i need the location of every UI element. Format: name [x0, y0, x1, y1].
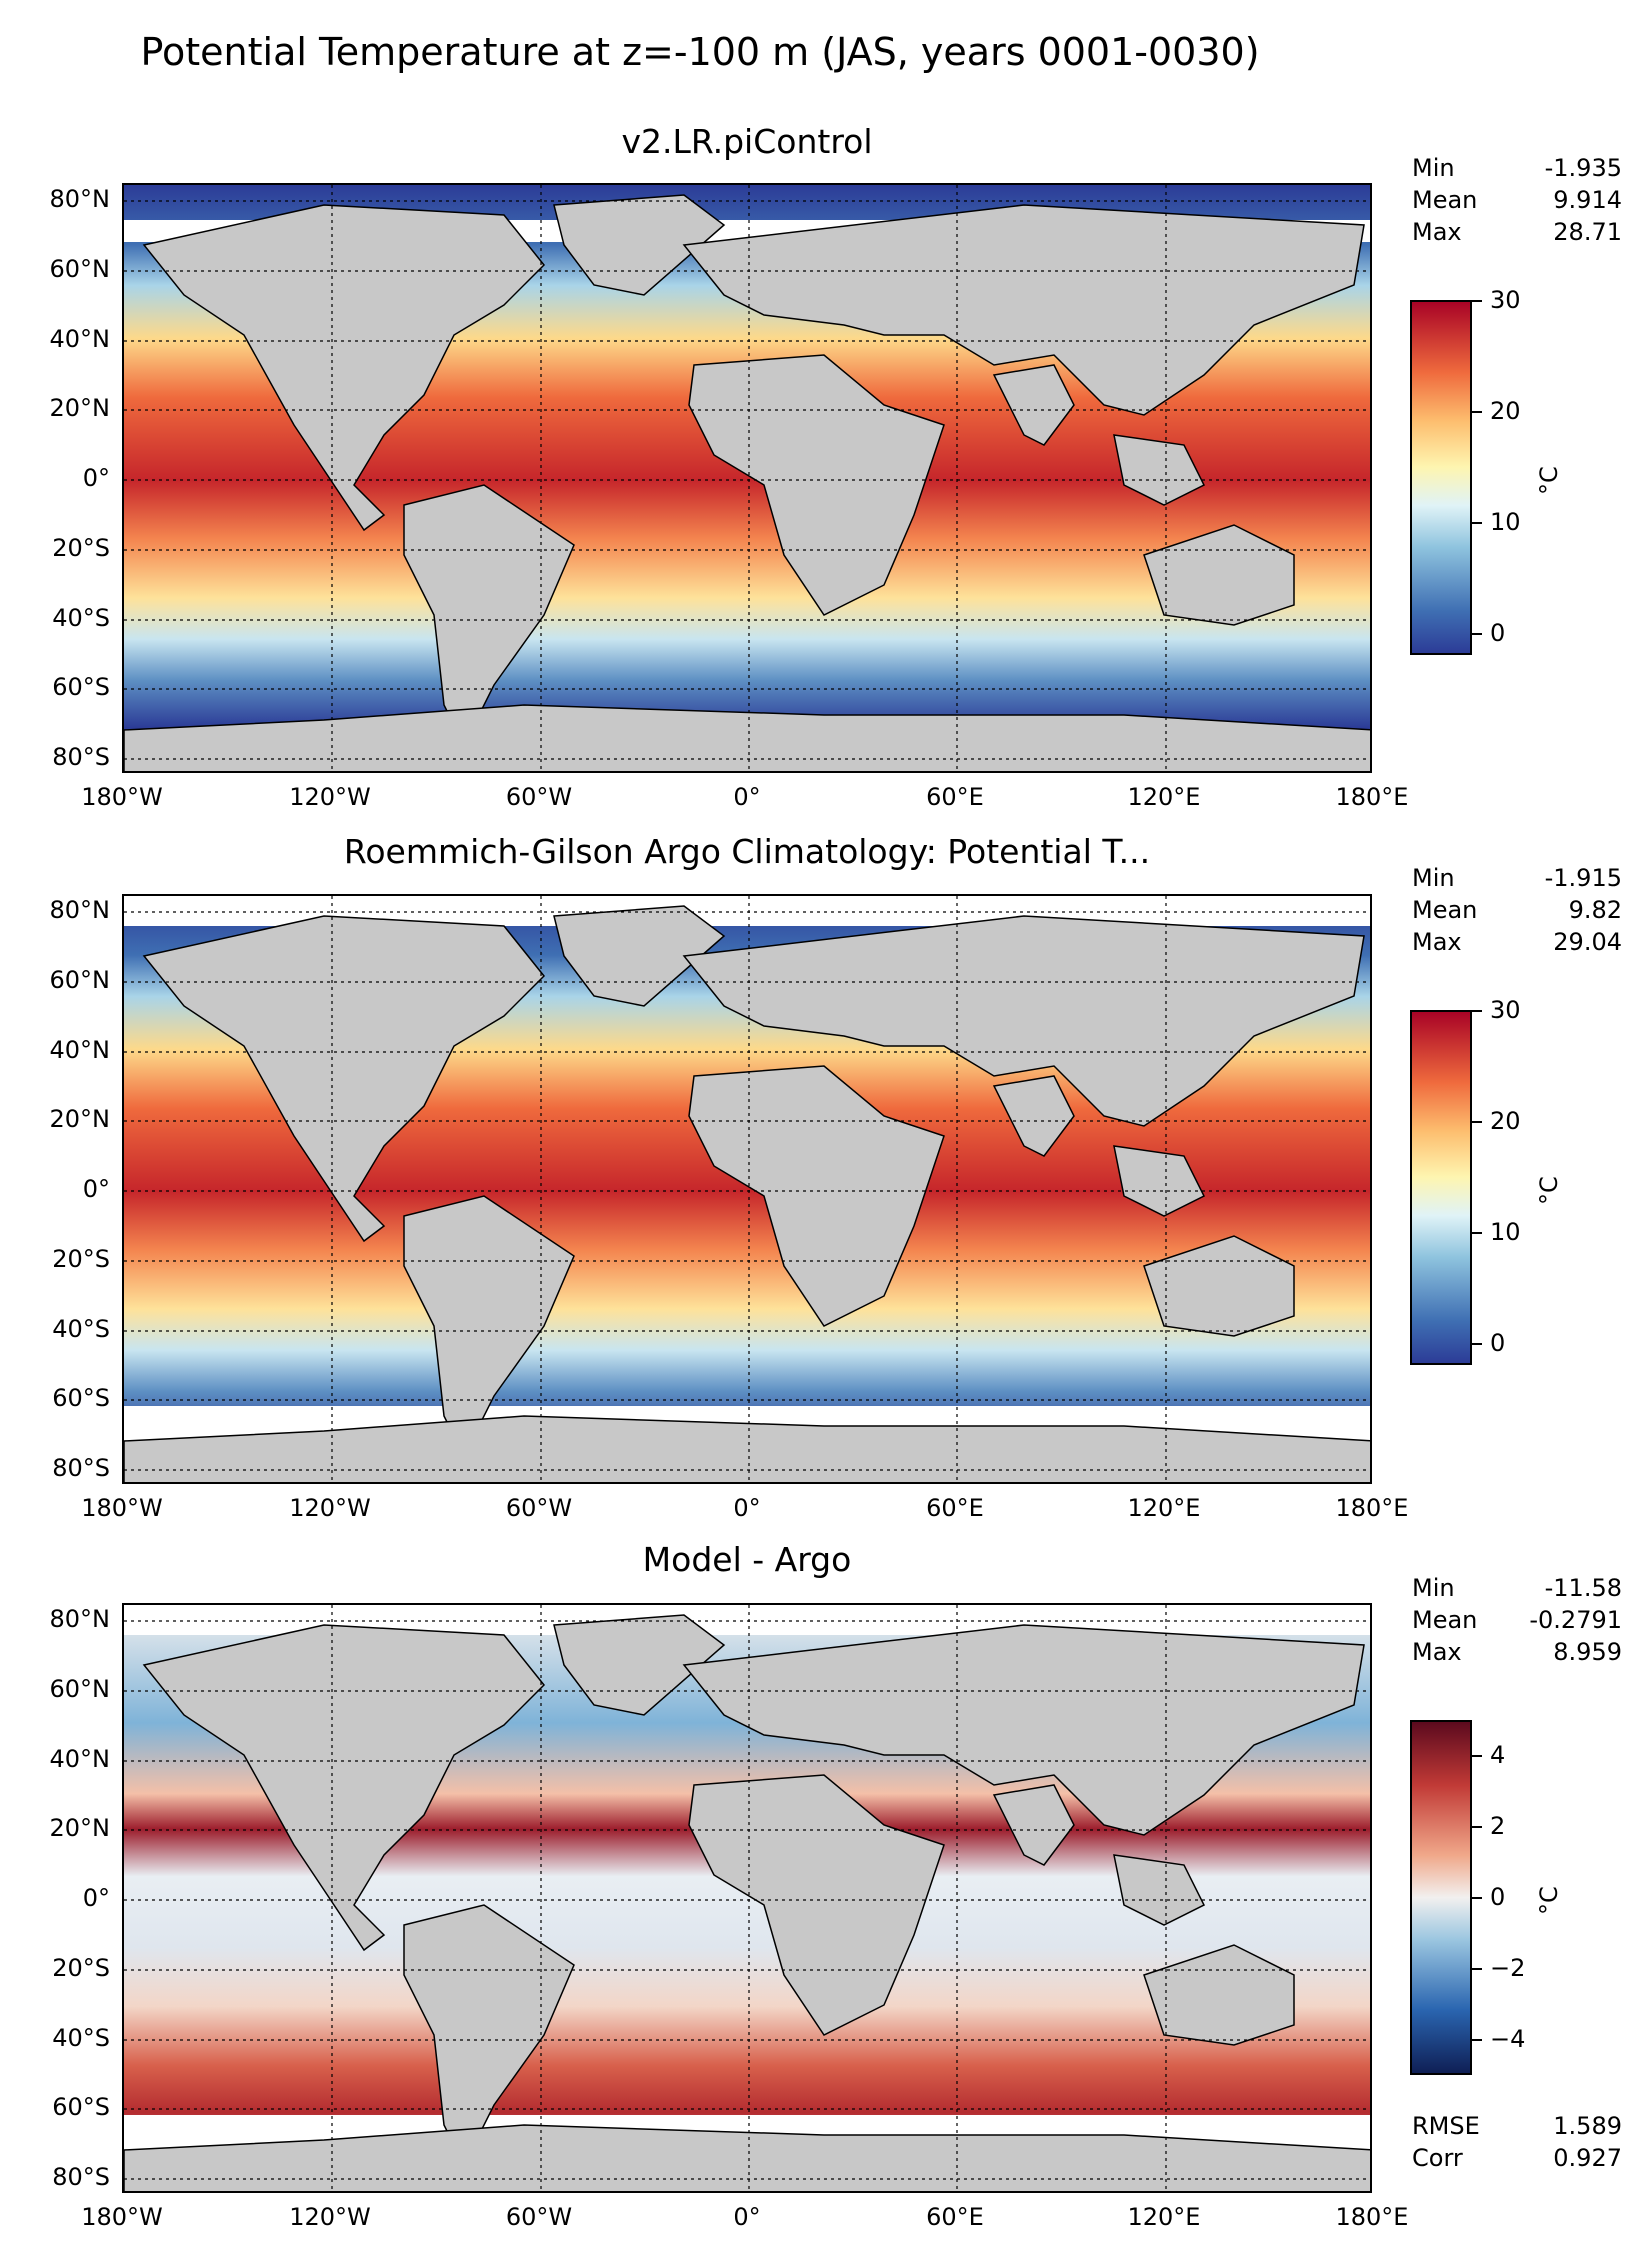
colorbar-model: [1410, 300, 1472, 655]
longitude-label: 60°E: [926, 2203, 984, 2231]
colorbar-tick: 20: [1490, 397, 1521, 425]
longitude-label: 180°E: [1335, 783, 1409, 811]
latitude-label: 40°N: [49, 1745, 111, 1773]
latitude-label: 0°: [82, 1884, 110, 1912]
colorbar-tick: 10: [1490, 1218, 1521, 1246]
latitude-label: 20°S: [52, 1954, 110, 1982]
longitude-label: 60°W: [505, 1494, 573, 1522]
colorbar-tick: 0: [1490, 1329, 1506, 1357]
longitude-label: 180°W: [81, 783, 163, 811]
latitude-label: 20°N: [49, 1105, 111, 1133]
colorbar-tick: 30: [1490, 286, 1521, 314]
longitude-label: 120°W: [289, 783, 371, 811]
colorbar-unit: °C: [1535, 466, 1563, 495]
latitude-label: 80°N: [49, 1605, 111, 1633]
figure-title: Potential Temperature at z=-100 m (JAS, …: [140, 30, 1260, 74]
map-model-minus-argo: [122, 1603, 1372, 2193]
panel-title-difference: Model - Argo: [642, 1540, 852, 1579]
latitude-label: 0°: [82, 464, 110, 492]
longitude-label: 180°W: [81, 1494, 163, 1522]
colorbar-tick: 0: [1490, 1883, 1506, 1911]
colorbar-difference: [1410, 1720, 1472, 2075]
colorbar-tick: 30: [1490, 996, 1521, 1024]
latitude-label: 40°N: [49, 1036, 111, 1064]
latitude-label: 60°N: [49, 966, 111, 994]
colorbar-unit: °C: [1535, 1176, 1563, 1205]
longitude-label: 120°E: [1127, 783, 1201, 811]
longitude-label: 0°: [733, 783, 761, 811]
latitude-label: 40°S: [52, 604, 110, 632]
colorbar-tick: −2: [1490, 1954, 1526, 1982]
longitude-label: 180°E: [1335, 2203, 1409, 2231]
stats-panel-difference: Min -11.58 Mean -0.2791 Max 8.959: [1412, 1574, 1622, 1666]
longitude-label: 120°E: [1127, 1494, 1201, 1522]
latitude-label: 20°N: [49, 1814, 111, 1842]
latitude-label: 60°S: [52, 1384, 110, 1412]
latitude-label: 80°N: [49, 896, 111, 924]
latitude-label: 60°N: [49, 255, 111, 283]
latitude-label: 60°S: [52, 2093, 110, 2121]
colorbar-tick: 2: [1490, 1812, 1506, 1840]
latitude-label: 80°N: [49, 185, 111, 213]
longitude-label: 120°E: [1127, 2203, 1201, 2231]
colorbar-tick: 4: [1490, 1741, 1506, 1769]
latitude-label: 80°S: [52, 2163, 110, 2191]
longitude-label: 60°E: [926, 1494, 984, 1522]
longitude-label: 60°W: [505, 2203, 573, 2231]
longitude-label: 180°W: [81, 2203, 163, 2231]
latitude-label: 40°S: [52, 1315, 110, 1343]
latitude-label: 0°: [82, 1175, 110, 1203]
longitude-label: 60°E: [926, 783, 984, 811]
latitude-label: 80°S: [52, 743, 110, 771]
panel-title-model: v2.LR.piControl: [621, 122, 873, 161]
longitude-label: 0°: [733, 2203, 761, 2231]
colorbar-unit: °C: [1535, 1886, 1563, 1915]
latitude-label: 60°N: [49, 1675, 111, 1703]
latitude-label: 40°S: [52, 2024, 110, 2052]
latitude-label: 40°N: [49, 325, 111, 353]
stats-panel-argo: Min -1.915 Mean 9.82 Max 29.04: [1412, 864, 1622, 956]
colorbar-tick: −4: [1490, 2025, 1526, 2053]
stats-rmse-corr: RMSE 1.589 Corr 0.927: [1412, 2112, 1622, 2172]
latitude-label: 80°S: [52, 1454, 110, 1482]
latitude-label: 60°S: [52, 673, 110, 701]
stats-panel-model: Min -1.935 Mean 9.914 Max 28.71: [1412, 154, 1622, 246]
map-model-temperature: [122, 183, 1372, 773]
longitude-label: 180°E: [1335, 1494, 1409, 1522]
longitude-label: 120°W: [289, 1494, 371, 1522]
map-argo-temperature: [122, 894, 1372, 1484]
longitude-label: 60°W: [505, 783, 573, 811]
longitude-label: 0°: [733, 1494, 761, 1522]
panel-title-argo: Roemmich-Gilson Argo Climatology: Potent…: [343, 832, 1151, 871]
latitude-label: 20°N: [49, 394, 111, 422]
colorbar-tick: 20: [1490, 1107, 1521, 1135]
latitude-label: 20°S: [52, 534, 110, 562]
latitude-label: 20°S: [52, 1245, 110, 1273]
colorbar-tick: 10: [1490, 508, 1521, 536]
colorbar-tick: 0: [1490, 619, 1506, 647]
colorbar-argo: [1410, 1010, 1472, 1365]
longitude-label: 120°W: [289, 2203, 371, 2231]
